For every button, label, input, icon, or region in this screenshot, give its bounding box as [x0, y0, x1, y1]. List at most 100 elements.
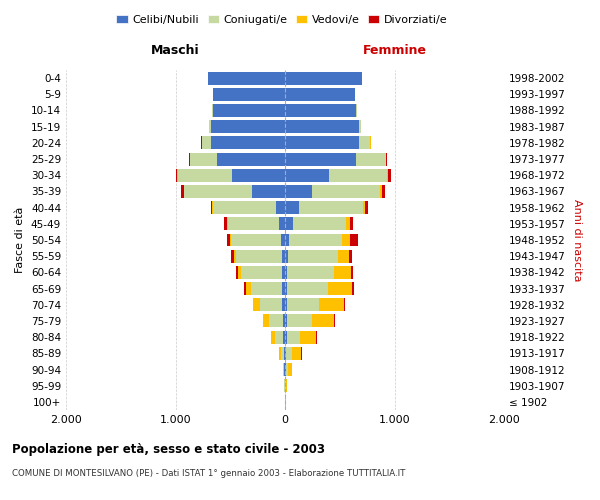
- Bar: [285, 72, 362, 85]
- Bar: [236, 266, 238, 279]
- Bar: [279, 347, 281, 360]
- Bar: [211, 201, 212, 214]
- Bar: [289, 234, 342, 246]
- Bar: [387, 169, 388, 181]
- Text: COMUNE DI MONTESILVANO (PE) - Dati ISTAT 1° gennaio 2003 - Elaborazione TUTTITAL: COMUNE DI MONTESILVANO (PE) - Dati ISTAT…: [12, 469, 406, 478]
- Bar: [386, 152, 388, 166]
- Bar: [287, 314, 312, 328]
- Bar: [300, 330, 316, 344]
- Bar: [269, 314, 283, 328]
- Bar: [213, 88, 285, 101]
- Bar: [319, 298, 344, 311]
- Text: Popolazione per età, sesso e stato civile - 2003: Popolazione per età, sesso e stato civil…: [12, 442, 325, 456]
- Bar: [293, 218, 346, 230]
- Bar: [279, 218, 285, 230]
- Bar: [253, 298, 260, 311]
- Text: Maschi: Maschi: [151, 44, 200, 58]
- Bar: [260, 298, 282, 311]
- Bar: [350, 234, 358, 246]
- Bar: [285, 104, 356, 117]
- Bar: [283, 363, 284, 376]
- Bar: [282, 298, 285, 311]
- Bar: [359, 136, 370, 149]
- Bar: [238, 266, 241, 279]
- Bar: [338, 250, 349, 262]
- Bar: [190, 152, 217, 166]
- Bar: [245, 282, 251, 295]
- Bar: [285, 169, 329, 181]
- Bar: [299, 201, 363, 214]
- Bar: [230, 234, 232, 246]
- Bar: [285, 298, 287, 311]
- Bar: [244, 282, 245, 295]
- Text: Femmine: Femmine: [362, 44, 427, 58]
- Bar: [285, 347, 286, 360]
- Bar: [283, 314, 285, 328]
- Bar: [285, 201, 299, 214]
- Bar: [232, 234, 281, 246]
- Bar: [209, 120, 211, 133]
- Bar: [287, 330, 300, 344]
- Bar: [286, 347, 292, 360]
- Bar: [382, 185, 385, 198]
- Bar: [282, 266, 285, 279]
- Bar: [202, 136, 211, 149]
- Bar: [224, 218, 227, 230]
- Bar: [251, 282, 282, 295]
- Bar: [342, 234, 350, 246]
- Bar: [283, 330, 285, 344]
- Bar: [363, 201, 365, 214]
- Legend: Celibi/Nubili, Coniugati/e, Vedovi/e, Divorziati/e: Celibi/Nubili, Coniugati/e, Vedovi/e, Di…: [112, 10, 452, 29]
- Bar: [285, 282, 287, 295]
- Bar: [285, 152, 356, 166]
- Bar: [365, 201, 368, 214]
- Bar: [359, 120, 361, 133]
- Bar: [284, 347, 285, 360]
- Bar: [286, 363, 288, 376]
- Bar: [328, 282, 352, 295]
- Bar: [241, 266, 282, 279]
- Bar: [287, 282, 328, 295]
- Bar: [285, 136, 359, 149]
- Bar: [285, 120, 359, 133]
- Bar: [329, 169, 387, 181]
- Bar: [288, 250, 338, 262]
- Bar: [217, 152, 285, 166]
- Bar: [388, 169, 391, 181]
- Bar: [213, 201, 276, 214]
- Bar: [178, 169, 232, 181]
- Bar: [271, 330, 275, 344]
- Bar: [232, 169, 285, 181]
- Bar: [227, 234, 230, 246]
- Bar: [285, 88, 355, 101]
- Bar: [184, 185, 252, 198]
- Bar: [181, 185, 184, 198]
- Bar: [285, 185, 313, 198]
- Bar: [208, 72, 285, 85]
- Bar: [292, 347, 301, 360]
- Bar: [263, 314, 269, 328]
- Bar: [282, 282, 285, 295]
- Bar: [281, 347, 284, 360]
- Bar: [227, 218, 279, 230]
- Bar: [380, 185, 382, 198]
- Bar: [287, 298, 319, 311]
- Bar: [285, 266, 287, 279]
- Bar: [281, 234, 285, 246]
- Y-axis label: Anni di nascita: Anni di nascita: [572, 198, 582, 281]
- Bar: [236, 250, 282, 262]
- Bar: [276, 201, 285, 214]
- Bar: [286, 379, 287, 392]
- Bar: [288, 363, 292, 376]
- Bar: [211, 120, 285, 133]
- Bar: [287, 266, 334, 279]
- Bar: [349, 250, 352, 262]
- Bar: [231, 250, 233, 262]
- Bar: [275, 330, 283, 344]
- Bar: [350, 218, 353, 230]
- Bar: [352, 282, 354, 295]
- Bar: [313, 185, 380, 198]
- Bar: [211, 136, 285, 149]
- Bar: [176, 169, 178, 181]
- Bar: [252, 185, 285, 198]
